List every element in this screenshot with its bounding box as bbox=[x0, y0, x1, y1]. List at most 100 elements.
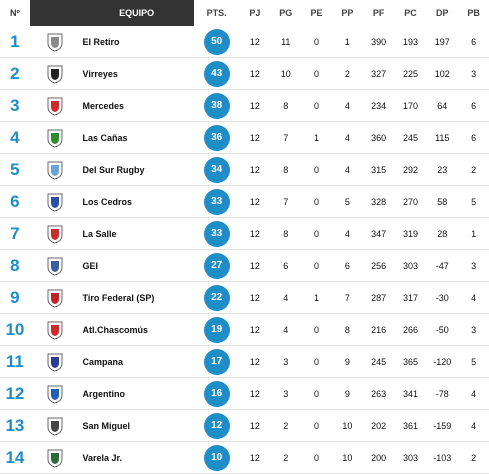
won: 7 bbox=[283, 132, 289, 143]
won: 8 bbox=[283, 164, 289, 175]
table-row[interactable]: 12 Argentino 16 12 3 0 9 263 341 -78 4 bbox=[0, 378, 489, 410]
drawn: 0 bbox=[314, 196, 320, 207]
table-row[interactable]: 11 Campana 17 12 3 0 9 245 365 -120 5 bbox=[0, 346, 489, 378]
points-badge: 27 bbox=[203, 252, 230, 279]
bonus-points: 6 bbox=[471, 132, 477, 143]
lost: 9 bbox=[344, 356, 350, 367]
points-for: 287 bbox=[371, 292, 387, 303]
campana-crest-icon bbox=[47, 353, 63, 372]
played: 12 bbox=[249, 388, 260, 399]
points-difference: 58 bbox=[437, 196, 448, 207]
points-difference: 23 bbox=[437, 164, 448, 175]
won: 3 bbox=[283, 356, 289, 367]
varela-jr-crest-icon bbox=[47, 449, 63, 468]
tiro-federal-crest-wrapper bbox=[30, 288, 80, 308]
bonus-points: 2 bbox=[471, 164, 477, 175]
lost: 1 bbox=[344, 36, 350, 47]
position: 8 bbox=[10, 255, 20, 275]
points-against: 270 bbox=[402, 196, 418, 207]
del-sur-crest-wrapper bbox=[30, 160, 80, 180]
header-pb: PB bbox=[467, 8, 480, 18]
drawn: 0 bbox=[314, 260, 320, 271]
points-difference: 102 bbox=[434, 68, 450, 79]
team-name[interactable]: Varela Jr. bbox=[82, 452, 123, 463]
team-name[interactable]: Del Sur Rugby bbox=[82, 164, 145, 175]
team-name[interactable]: Atl.Chascomús bbox=[82, 324, 149, 335]
points-badge: 33 bbox=[203, 220, 230, 247]
points-against: 303 bbox=[402, 260, 418, 271]
points-difference: 197 bbox=[434, 36, 450, 47]
drawn: 0 bbox=[314, 356, 320, 367]
points-against: 317 bbox=[402, 292, 418, 303]
played: 12 bbox=[249, 164, 260, 175]
position: 5 bbox=[10, 159, 20, 179]
bonus-points: 2 bbox=[471, 452, 477, 463]
table-row[interactable]: 10 Atl.Chascomús 19 12 4 0 8 216 266 -50… bbox=[0, 314, 489, 346]
bonus-points: 5 bbox=[471, 196, 477, 207]
san-miguel-crest-icon bbox=[47, 417, 63, 436]
won: 2 bbox=[283, 420, 289, 431]
position: 1 bbox=[10, 31, 20, 51]
table-row[interactable]: 9 Tiro Federal (SP) 22 12 4 1 7 287 317 … bbox=[0, 282, 489, 314]
team-name[interactable]: Argentino bbox=[82, 388, 126, 399]
points-difference: -120 bbox=[433, 356, 452, 367]
won: 7 bbox=[283, 196, 289, 207]
san-miguel-crest-wrapper bbox=[30, 416, 80, 436]
points-badge: 19 bbox=[203, 316, 230, 343]
points-against: 341 bbox=[402, 388, 418, 399]
drawn: 0 bbox=[314, 228, 320, 239]
table-row[interactable]: 8 GEI 27 12 6 0 6 256 303 -47 3 bbox=[0, 250, 489, 282]
table-row[interactable]: 2 Virreyes 43 12 10 0 2 327 225 102 3 bbox=[0, 58, 489, 90]
played: 12 bbox=[249, 68, 260, 79]
virreyes-crest-wrapper bbox=[30, 64, 80, 84]
la-salle-crest-wrapper bbox=[30, 224, 80, 244]
points-against: 266 bbox=[402, 324, 418, 335]
table-row[interactable]: 4 Las Cañas 36 12 7 1 4 360 245 115 6 bbox=[0, 122, 489, 154]
won: 4 bbox=[283, 324, 289, 335]
points-against: 245 bbox=[402, 132, 418, 143]
table-row[interactable]: 13 San Miguel 12 12 2 0 10 202 361 -159 … bbox=[0, 410, 489, 442]
team-name[interactable]: GEI bbox=[82, 260, 99, 271]
points-against: 225 bbox=[402, 68, 418, 79]
team-name[interactable]: San Miguel bbox=[82, 420, 131, 431]
team-name[interactable]: El Retiro bbox=[82, 36, 120, 47]
header-pts: PTS. bbox=[206, 8, 227, 18]
points-difference: -103 bbox=[433, 452, 452, 463]
bonus-points: 3 bbox=[471, 260, 477, 271]
played: 12 bbox=[249, 36, 260, 47]
points-for: 327 bbox=[371, 68, 387, 79]
table-row[interactable]: 5 Del Sur Rugby 34 12 8 0 4 315 292 23 2 bbox=[0, 154, 489, 186]
chascomus-crest-icon bbox=[47, 321, 63, 340]
table-row[interactable]: 3 Mercedes 38 12 8 0 4 234 170 64 6 bbox=[0, 90, 489, 122]
lost: 9 bbox=[344, 388, 350, 399]
played: 12 bbox=[249, 260, 260, 271]
table-row[interactable]: 1 El Retiro 50 12 11 0 1 390 193 197 6 bbox=[0, 26, 489, 58]
points-for: 245 bbox=[371, 356, 387, 367]
points-badge: 33 bbox=[203, 188, 230, 215]
played: 12 bbox=[249, 452, 260, 463]
las-canas-crest-icon bbox=[47, 129, 63, 148]
header-pos: Nº bbox=[10, 8, 20, 18]
points-against: 292 bbox=[402, 164, 418, 175]
team-name[interactable]: Mercedes bbox=[82, 100, 125, 111]
drawn: 0 bbox=[314, 452, 320, 463]
table-row[interactable]: 14 Varela Jr. 10 12 2 0 10 200 303 -103 … bbox=[0, 442, 489, 474]
team-name[interactable]: Campana bbox=[82, 356, 124, 367]
team-name[interactable]: La Salle bbox=[82, 228, 117, 239]
bonus-points: 3 bbox=[471, 68, 477, 79]
points-badge: 38 bbox=[203, 92, 230, 119]
team-name[interactable]: Tiro Federal (SP) bbox=[82, 292, 155, 303]
table-row[interactable]: 7 La Salle 33 12 8 0 4 347 319 28 1 bbox=[0, 218, 489, 250]
table-header: Nº EQUIPO PTS. PJ PG PE PP PF PC DP PB bbox=[0, 0, 489, 26]
drawn: 0 bbox=[314, 68, 320, 79]
team-name[interactable]: Los Cedros bbox=[82, 196, 133, 207]
points-for: 315 bbox=[371, 164, 387, 175]
team-name[interactable]: Las Cañas bbox=[82, 132, 128, 143]
points-badge: 12 bbox=[203, 412, 230, 439]
el-retiro-crest-wrapper bbox=[30, 32, 80, 52]
points-for: 202 bbox=[371, 420, 387, 431]
points-badge: 22 bbox=[203, 284, 230, 311]
table-row[interactable]: 6 Los Cedros 33 12 7 0 5 328 270 58 5 bbox=[0, 186, 489, 218]
team-name[interactable]: Virreyes bbox=[82, 68, 118, 79]
